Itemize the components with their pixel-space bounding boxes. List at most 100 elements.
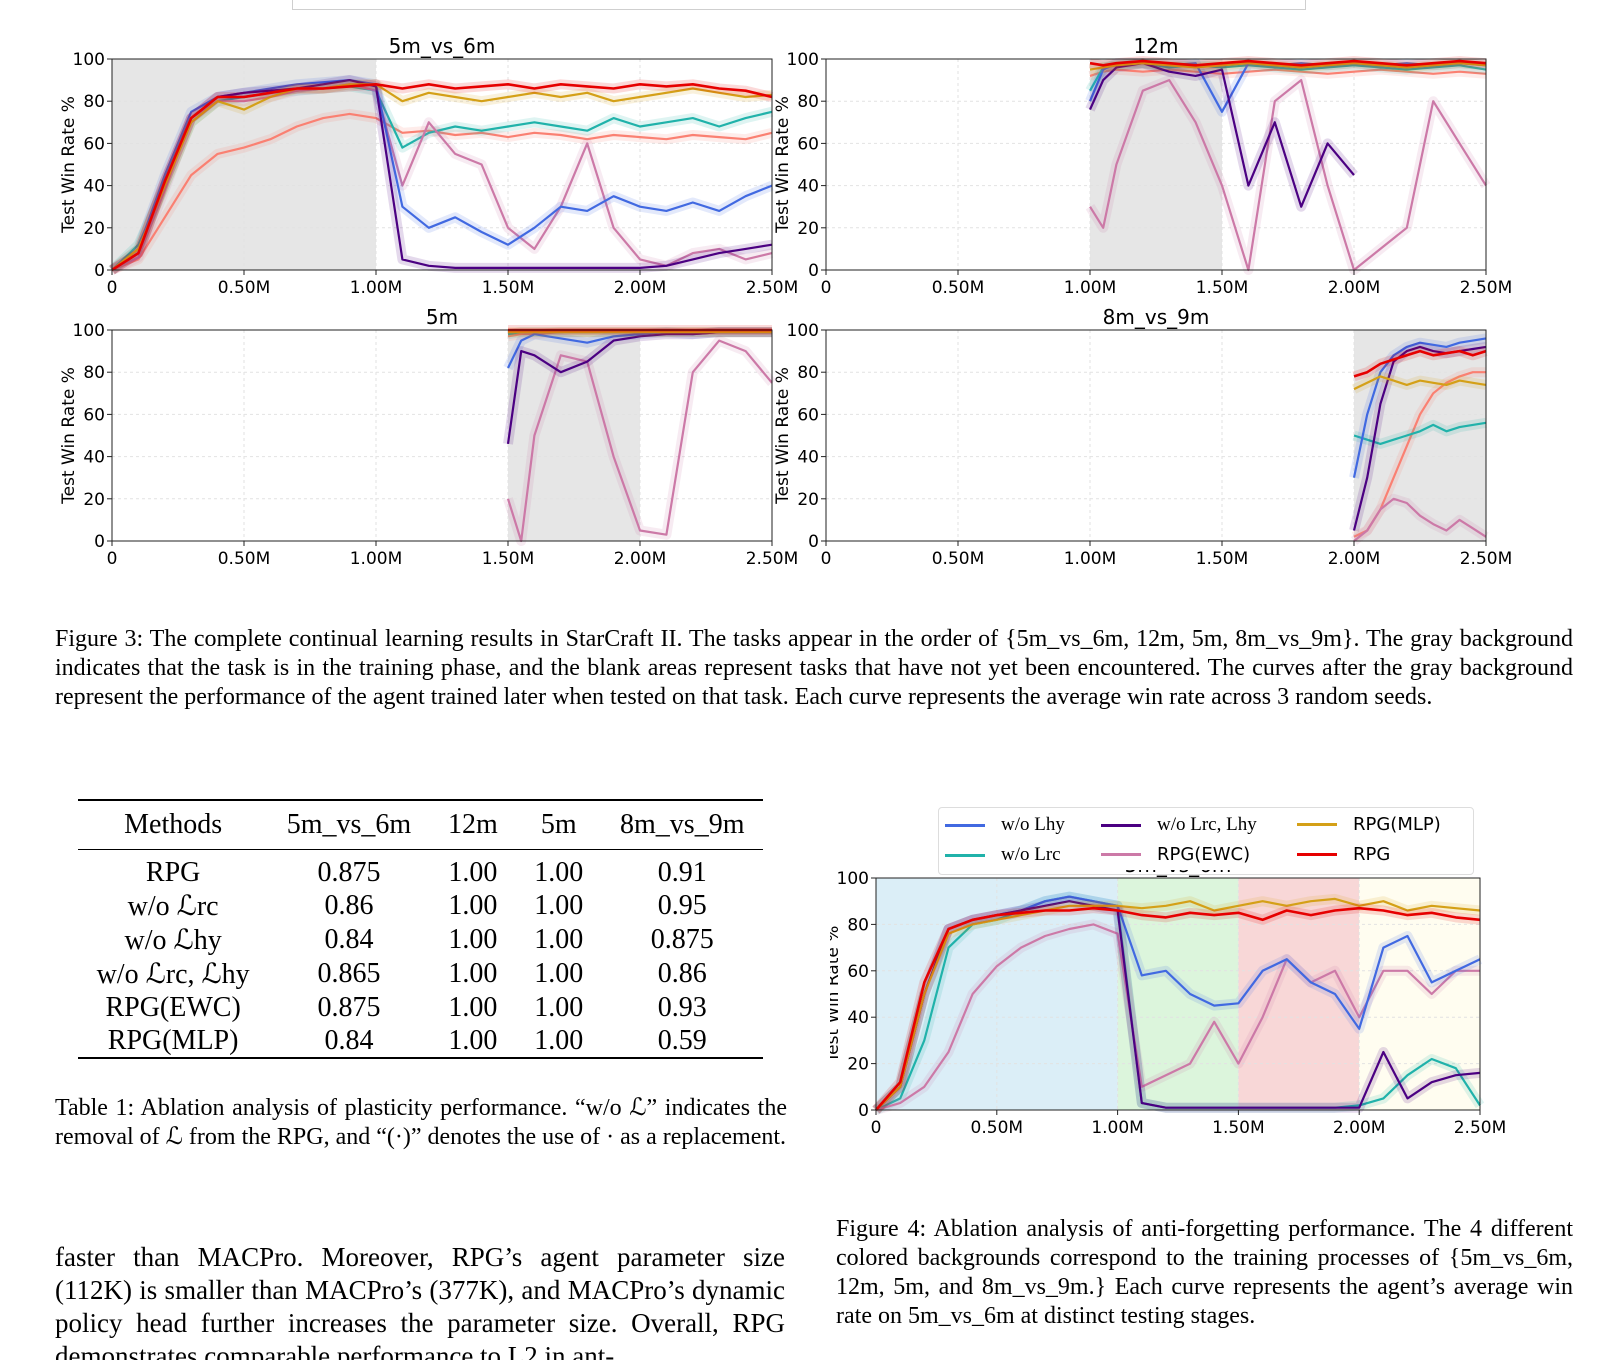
x-tick-label: 0.50M: [218, 278, 271, 298]
y-tick-label: 40: [847, 1008, 869, 1028]
series-line-rpg-ewc: [1353, 497, 1487, 542]
chart-title: 12m: [1134, 34, 1179, 58]
y-tick-label: 80: [83, 92, 105, 112]
table-row: w/o ℒrc 0.86 1.00 1.00 0.95: [78, 889, 763, 923]
table-row: RPG 0.875 1.00 1.00 0.91: [78, 850, 763, 890]
series-line-rpg-ewc: [506, 339, 773, 543]
y-axis-label: Test Win Rate %: [773, 367, 793, 505]
plot-frame: [875, 877, 1481, 1111]
ablation-table: Methods 5m_vs_6m 12m 5m 8m_vs_9m RPG 0.87…: [78, 799, 763, 1059]
chart-figure4-5m-vs-6m: 0 20 40 60 80 100 0 0.50M 1.00M 1.50M 2.00M 2.50M 5m…: [830, 870, 1506, 1138]
series-line-rpg: [1089, 59, 1487, 67]
training-phase-background: [508, 330, 640, 541]
x-tick-label: 0: [871, 1118, 882, 1138]
y-tick-label: 80: [797, 363, 819, 383]
series-line-rpg: [111, 83, 773, 272]
x-tick-label: 2.00M: [614, 278, 667, 298]
y-tick-label: 100: [73, 50, 105, 70]
table-cell: 1.00: [534, 924, 584, 955]
table-cell: 0.93: [657, 991, 707, 1023]
table-header-5m-vs-6m: 5m_vs_6m: [286, 809, 412, 840]
table-cell: 1.00: [534, 856, 584, 888]
chart-title: 5m: [426, 305, 458, 329]
table-header-8m-vs-9m: 8m_vs_9m: [620, 809, 745, 840]
table-cell: 1.00: [534, 1024, 584, 1056]
y-tick-label: 100: [837, 870, 869, 889]
plot-frame: [825, 329, 1487, 542]
x-tick-label: 1.50M: [1196, 278, 1249, 298]
series-line-rpg-mlp: [1089, 62, 1487, 71]
x-tick-label: 2.50M: [1460, 549, 1513, 569]
table-cell: 1.00: [448, 856, 498, 888]
table-row: w/o ℒhy 0.84 1.00 1.00 0.875: [78, 923, 763, 957]
table-cell: 1.00: [534, 958, 584, 989]
x-tick-label: 0.50M: [218, 549, 271, 569]
chart-5m: 0 20 40 60 80 100 0 0.50M 1.00M 1.50M 2.00M 2.50M 5m…: [59, 305, 798, 569]
training-phase-background: [1090, 59, 1222, 270]
table-cell: 0.59: [657, 1024, 707, 1056]
chart-12m: 0 20 40 60 80 100 0 0.50M 1.00M 1.50M 2.00M 2.50M 12…: [773, 34, 1512, 298]
table-cell: 0.95: [657, 890, 707, 921]
x-tick-label: 0: [821, 278, 832, 298]
table-cell-method: RPG: [145, 856, 201, 888]
table-row: RPG(MLP) 0.84 1.00 1.00 0.59: [78, 1024, 763, 1058]
y-tick-label: 40: [797, 177, 819, 197]
x-tick-label: 2.50M: [746, 549, 799, 569]
x-tick-label: 1.50M: [482, 549, 535, 569]
y-tick-label: 20: [83, 219, 105, 239]
x-tick-label: 2.50M: [1454, 1118, 1507, 1138]
y-tick-label: 100: [787, 321, 819, 341]
series-line-rpg-mlp: [1353, 375, 1487, 391]
legend-swatch: [945, 823, 985, 827]
x-tick-label: 1.00M: [350, 278, 403, 298]
legend-swatch: [1101, 853, 1141, 856]
y-axis-label: Test Win Rate %: [59, 96, 79, 234]
top-caption-border: [292, 0, 1306, 10]
chart-8m-vs-9m: 0 20 40 60 80 100 0 0.50M 1.00M 1.50M 2.00M 2.50M 8m…: [773, 305, 1512, 569]
legend-swatch: [1101, 823, 1141, 827]
table-cell: 1.00: [448, 958, 498, 989]
x-tick-label: 1.50M: [482, 278, 535, 298]
legend-item-rpg: RPG: [1297, 844, 1390, 865]
table-cell: 0.84: [324, 1024, 374, 1056]
table-row: RPG(EWC) 0.875 1.00 1.00 0.93: [78, 991, 763, 1024]
plot-frame: [111, 329, 773, 542]
y-axis-label: Test Win Rate %: [59, 367, 79, 505]
plot-frame: [825, 58, 1487, 271]
table-cell: 1.00: [448, 890, 498, 921]
figure4-caption: Figure 4: Ablation analysis of anti-forg…: [836, 1216, 1573, 1329]
x-tick-label: 0.50M: [932, 278, 985, 298]
y-tick-label: 0: [808, 261, 819, 281]
table-cell: 0.86: [657, 958, 707, 989]
stage-background: [1238, 878, 1360, 1110]
x-tick-label: 2.50M: [746, 278, 799, 298]
y-axis-label: Test Win Rate %: [773, 96, 793, 234]
y-tick-label: 0: [858, 1101, 869, 1121]
table-cell: 0.875: [650, 924, 714, 955]
chart-title: 8m_vs_9m: [1103, 305, 1210, 329]
y-tick-label: 40: [797, 448, 819, 468]
y-tick-label: 80: [797, 92, 819, 112]
series-line-rpg-mlp: [111, 83, 773, 271]
table-cell: 0.875: [317, 991, 381, 1023]
series-line-wo-lrc-lhy: [1088, 62, 1355, 208]
table-header-12m: 12m: [447, 809, 498, 840]
y-tick-label: 60: [83, 405, 105, 425]
x-tick-label: 2.50M: [1460, 278, 1513, 298]
table-row: w/o ℒrc, ℒhy 0.865 1.00 1.00 0.86: [78, 957, 763, 991]
legend-swatch: [1297, 823, 1337, 826]
x-tick-label: 2.00M: [1333, 1118, 1386, 1138]
table-cell: 0.84: [324, 924, 374, 955]
legend-item-rpg-mlp: RPG(MLP): [1297, 814, 1441, 835]
table-cell: 0.875: [317, 856, 381, 888]
series-line-wo-lrc-lhy: [1352, 345, 1487, 531]
x-tick-label: 1.00M: [1064, 549, 1117, 569]
table-cell: 0.86: [324, 890, 374, 921]
legend-item-wo-lrc: w/o Lrc: [945, 844, 1061, 866]
figure3-charts: 0 20 40 60 80 100 0 0.50M 1.00M 1.50M 2.00M 2.50M 5m…: [59, 34, 1512, 569]
x-tick-label: 1.00M: [1091, 1118, 1144, 1138]
series-line-rpg-ewc: [875, 923, 1480, 1112]
table-cell-method: RPG(EWC): [105, 991, 241, 1023]
figure4-chart-svg: 0 20 40 60 80 100 0 0.50M 1.00M 1.50M 2.00M 2.50M 5m…: [830, 870, 1506, 1138]
y-tick-label: 80: [847, 915, 869, 935]
